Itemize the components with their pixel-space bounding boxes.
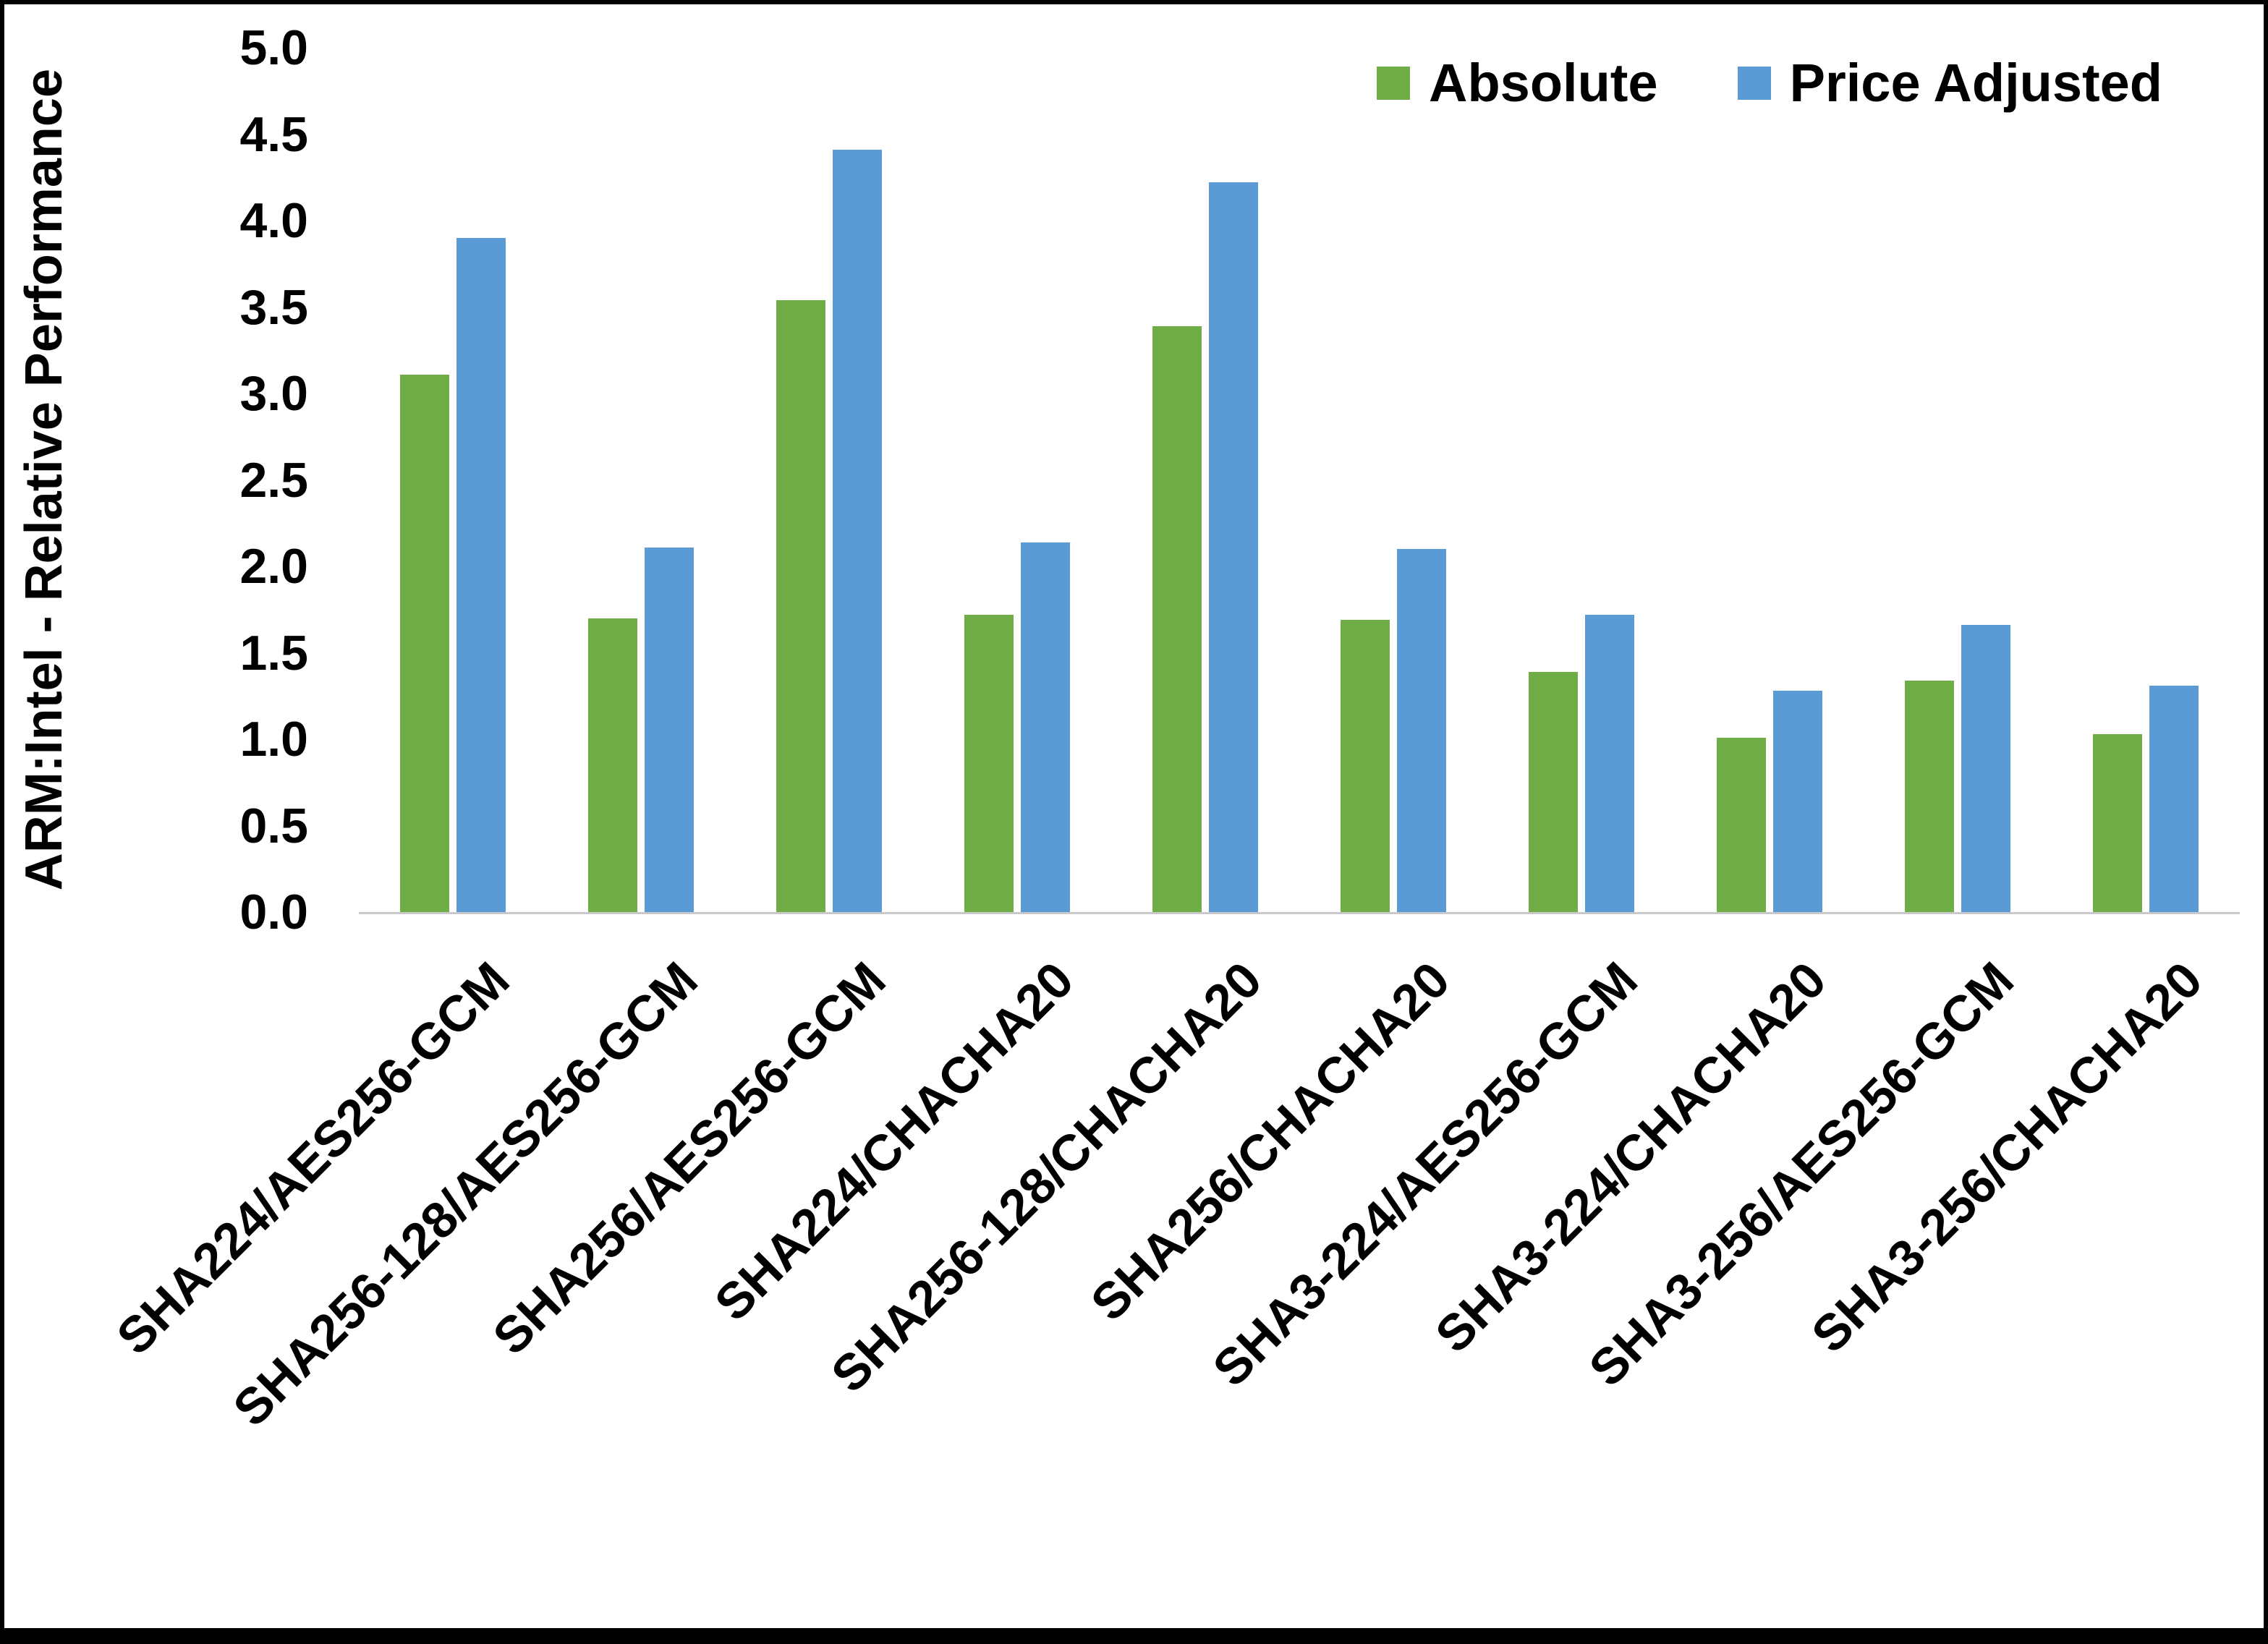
bar-group [923, 48, 1111, 912]
y-tick-label: 3.0 [239, 366, 308, 421]
bar-group [547, 48, 735, 912]
legend-label: Price Adjusted [1789, 53, 2162, 113]
bar-absolute [1529, 671, 1578, 912]
y-tick-label: 1.0 [239, 712, 308, 767]
x-axis-category-label: SHA224/AES256-GCM [106, 951, 520, 1366]
bar-group [2052, 48, 2240, 912]
bottom-rule [4, 1628, 2264, 1640]
bar-absolute [588, 618, 637, 912]
x-axis-labels: SHA224/AES256-GCM SHA256-128/AES256-GCM SH… [106, 917, 2240, 1611]
bar-absolute [776, 299, 825, 912]
bar-absolute [1717, 737, 1766, 912]
bar-price-adjusted [1021, 542, 1070, 912]
bar-price-adjusted [2149, 685, 2199, 912]
bar-group [1864, 48, 2052, 912]
bar-price-adjusted [1773, 691, 1822, 912]
legend-label: Absolute [1429, 53, 1658, 113]
bar-absolute [2093, 733, 2142, 912]
x-axis-category-label: SHA256/AES256-GCM [482, 951, 896, 1366]
bar-absolute [400, 374, 449, 912]
bar-group [1487, 48, 1675, 912]
bar-price-adjusted [833, 150, 882, 912]
plot-area [359, 48, 2240, 914]
y-tick-label: 2.0 [239, 539, 308, 594]
bar-group [735, 48, 923, 912]
y-tick-label: 0.5 [239, 798, 308, 853]
bar-absolute [1341, 620, 1390, 912]
legend-item: Price Adjusted [1737, 53, 2162, 113]
y-tick-label: 4.0 [239, 193, 308, 248]
bar-price-adjusted [1585, 614, 1634, 912]
bar-group [1111, 48, 1299, 912]
bar-absolute [964, 614, 1014, 912]
bar-absolute [1152, 325, 1202, 912]
y-tick-label: 0.0 [239, 885, 308, 940]
bar-group [359, 48, 547, 912]
bar-price-adjusted [1961, 625, 2010, 912]
bar-price-adjusted [456, 237, 506, 912]
legend-swatch [1377, 67, 1411, 100]
bar-price-adjusted [645, 547, 694, 912]
y-tick-label: 4.5 [239, 106, 308, 162]
y-tick-label: 3.5 [239, 279, 308, 335]
bar-absolute [1905, 680, 1954, 912]
legend-swatch [1737, 67, 1771, 100]
x-axis-category-label: SHA224/CHACHA20 [703, 951, 1084, 1332]
bar-price-adjusted [1209, 182, 1258, 912]
y-tick-label: 5.0 [239, 20, 308, 75]
x-axis-category-label: SHA3-224/CHACHA20 [1424, 951, 1837, 1363]
y-axis-ticks: 0.0 0.5 1.0 1.5 2.0 2.5 3.0 3.5 4.0 4.5 5.0 [4, 23, 334, 937]
legend-item: Absolute [1377, 56, 1658, 110]
legend: Absolute Price Adjusted [1377, 56, 2162, 110]
y-tick-label: 1.5 [239, 625, 308, 681]
y-tick-label: 2.5 [239, 452, 308, 508]
x-axis-category-label: SHA3-256/CHACHA20 [1800, 951, 2213, 1363]
bar-group [1299, 48, 1487, 912]
x-axis-category-label: SHA256/CHACHA20 [1079, 951, 1461, 1332]
bar-group [1675, 48, 1864, 912]
bar-price-adjusted [1397, 549, 1446, 912]
